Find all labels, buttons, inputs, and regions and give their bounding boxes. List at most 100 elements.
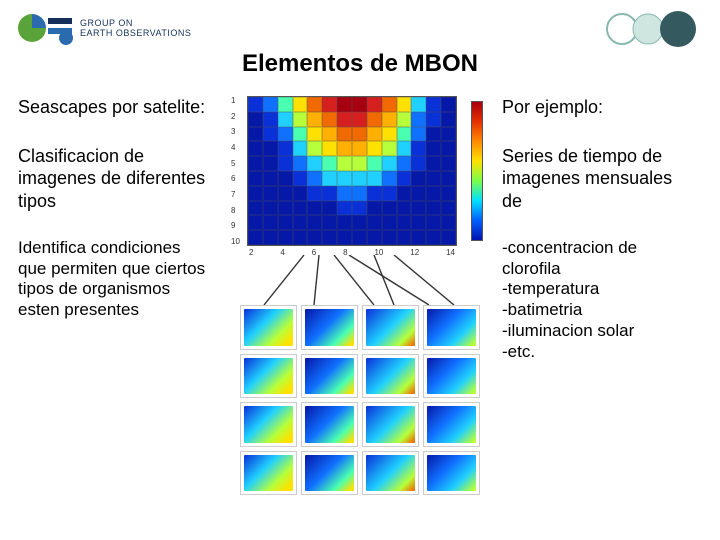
heatmap-cell xyxy=(397,127,412,142)
heatmap-cell xyxy=(367,215,382,230)
y-tick: 1 xyxy=(231,96,240,105)
y-tick: 10 xyxy=(231,237,240,246)
y-tick: 4 xyxy=(231,143,240,152)
thumbnail-image xyxy=(244,309,293,346)
y-tick: 7 xyxy=(231,190,240,199)
thumbnail xyxy=(301,305,358,350)
thumbnail-image xyxy=(427,358,476,395)
heatmap-cell xyxy=(322,127,337,142)
heatmap-cell xyxy=(278,156,293,171)
thumbnail-image xyxy=(366,406,415,443)
spheres-icon xyxy=(602,9,702,49)
heatmap-cell xyxy=(322,171,337,186)
heatmap-cell xyxy=(352,141,367,156)
left-block-2: Clasificacion de imagenes de diferentes … xyxy=(18,145,208,213)
thumbnail-image xyxy=(305,455,354,492)
heatmap-cell xyxy=(263,127,278,142)
heatmap-x-axis: 2468101214 xyxy=(247,246,457,257)
heatmap-cell xyxy=(307,141,322,156)
content-row: Seascapes por satelite: Clasificacion de… xyxy=(0,96,720,495)
heatmap-cell xyxy=(322,186,337,201)
x-tick: 6 xyxy=(312,248,316,257)
logo-geo: GROUP ON EARTH OBSERVATIONS xyxy=(18,10,191,48)
heatmap-cell xyxy=(337,127,352,142)
heatmap-cell xyxy=(411,186,426,201)
heatmap-cell xyxy=(352,186,367,201)
heatmap-cell xyxy=(397,171,412,186)
heatmap-cell xyxy=(278,141,293,156)
connector-lines-icon xyxy=(244,255,484,305)
thumbnail xyxy=(362,305,419,350)
heatmap-cell xyxy=(397,97,412,112)
heatmap-cell xyxy=(248,171,263,186)
heatmap-cell xyxy=(293,171,308,186)
heatmap-cell xyxy=(411,112,426,127)
y-tick: 6 xyxy=(231,174,240,183)
heatmap-y-axis: 12345678910 xyxy=(231,96,240,246)
right-block-1: Por ejemplo: xyxy=(502,96,692,119)
heatmap-cell xyxy=(441,127,456,142)
x-tick: 4 xyxy=(280,248,284,257)
heatmap-cell xyxy=(367,141,382,156)
y-tick: 5 xyxy=(231,159,240,168)
logo-spheres xyxy=(602,9,702,49)
thumbnail xyxy=(423,402,480,447)
heatmap-cell xyxy=(248,230,263,245)
heatmap-cell xyxy=(397,112,412,127)
heatmap-cell xyxy=(322,97,337,112)
heatmap-cell xyxy=(307,112,322,127)
heatmap-cell xyxy=(293,215,308,230)
right-block-3: -concentracion de clorofila -temperatura… xyxy=(502,238,692,362)
heatmap-cell xyxy=(367,97,382,112)
heatmap-cell xyxy=(337,141,352,156)
center-column: 12345678910 2468101214 xyxy=(220,96,490,495)
heatmap-cell xyxy=(367,230,382,245)
heatmap-cell xyxy=(441,201,456,216)
heatmap-cell xyxy=(278,97,293,112)
heatmap-cell xyxy=(337,230,352,245)
slide-title: Elementos de MBON xyxy=(0,50,720,78)
thumbnail-image xyxy=(305,309,354,346)
heatmap-cell xyxy=(307,201,322,216)
heatmap-cell xyxy=(263,112,278,127)
left-block-1: Seascapes por satelite: xyxy=(18,96,208,119)
heatmap-cell xyxy=(426,171,441,186)
heatmap-chart: 12345678910 2468101214 xyxy=(225,96,485,257)
heatmap-cell xyxy=(278,215,293,230)
heatmap-cell xyxy=(307,215,322,230)
heatmap-cell xyxy=(426,112,441,127)
heatmap-cell xyxy=(293,201,308,216)
heatmap-cell xyxy=(352,112,367,127)
heatmap-cell xyxy=(307,230,322,245)
heatmap-cell xyxy=(337,186,352,201)
heatmap-cell xyxy=(307,171,322,186)
heatmap-cell xyxy=(322,230,337,245)
thumbnail xyxy=(240,305,297,350)
heatmap-cell xyxy=(307,156,322,171)
geo-mark-icon xyxy=(18,10,74,48)
heatmap-cell xyxy=(441,230,456,245)
heatmap-cell xyxy=(411,97,426,112)
heatmap-cell xyxy=(352,171,367,186)
y-tick: 9 xyxy=(231,221,240,230)
heatmap-cell xyxy=(441,112,456,127)
heatmap-cell xyxy=(337,156,352,171)
header: GROUP ON EARTH OBSERVATIONS xyxy=(0,0,720,54)
thumbnail xyxy=(240,451,297,496)
heatmap-cell xyxy=(337,215,352,230)
heatmap-cell xyxy=(278,171,293,186)
thumbnail xyxy=(240,354,297,399)
heatmap-cell xyxy=(352,97,367,112)
heatmap-cell xyxy=(382,186,397,201)
heatmap-cell xyxy=(367,156,382,171)
heatmap-cell xyxy=(367,171,382,186)
heatmap-cell xyxy=(382,112,397,127)
heatmap-cell xyxy=(382,156,397,171)
heatmap-cell xyxy=(352,156,367,171)
heatmap-cell xyxy=(426,201,441,216)
heatmap-cell xyxy=(337,97,352,112)
heatmap-cell xyxy=(397,230,412,245)
thumbnail-grid xyxy=(240,305,480,495)
heatmap-cell xyxy=(278,112,293,127)
heatmap-cell xyxy=(397,186,412,201)
